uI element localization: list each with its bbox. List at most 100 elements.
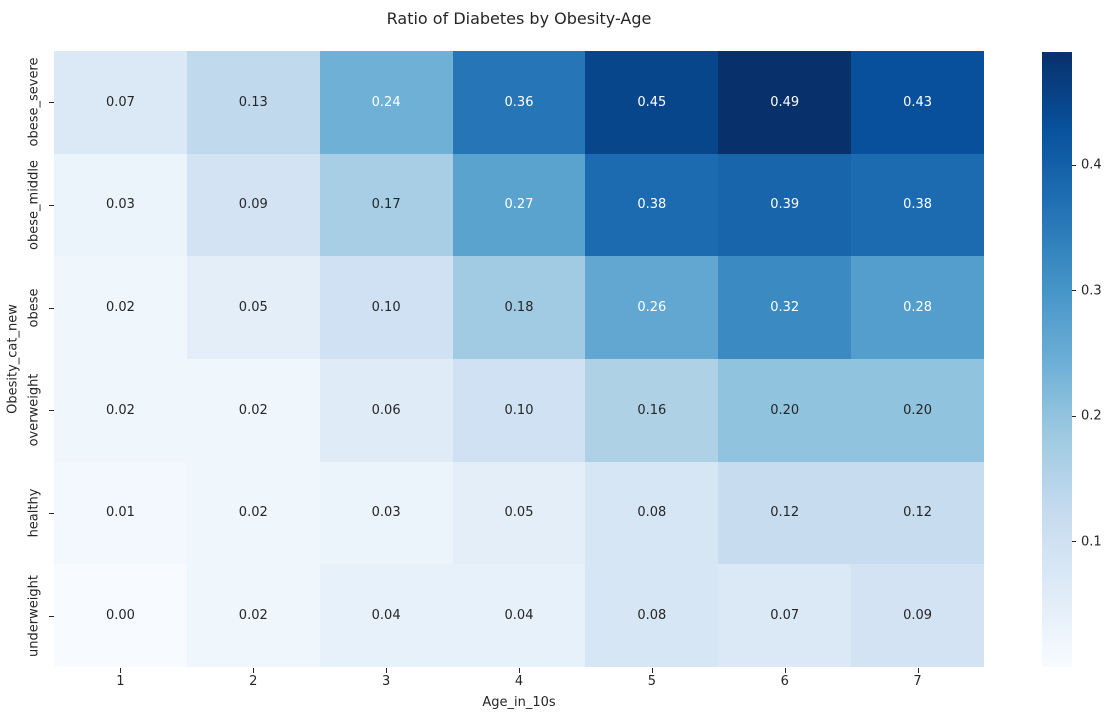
heatmap-cell: 0.00: [54, 564, 187, 667]
heatmap-cell: 0.26: [585, 256, 719, 359]
x-tick-label: 6: [780, 674, 789, 689]
x-tick-mark: [253, 668, 255, 673]
x-tick-label: 2: [249, 674, 258, 689]
heatmap-cell: 0.01: [54, 461, 187, 565]
heatmap-cell: 0.13: [186, 51, 320, 154]
cell-value: 0.08: [637, 505, 667, 521]
cell-value: 0.38: [637, 197, 667, 213]
x-tick-label: 1: [116, 674, 125, 689]
cell-value: 0.12: [770, 505, 800, 521]
x-tick-label: 4: [514, 674, 524, 689]
colorbar-tick-mark: [1072, 415, 1076, 417]
cell-value: 0.07: [105, 94, 135, 110]
heatmap-cell: 0.05: [186, 256, 320, 359]
cell-value: 0.03: [371, 505, 401, 521]
heatmap-cell: 0.20: [851, 358, 984, 462]
y-axis-label: Obesity_cat_new: [5, 304, 21, 414]
cell-value: 0.02: [105, 300, 135, 316]
heatmap-cell: 0.38: [585, 153, 719, 257]
heatmap-cell: 0.02: [54, 358, 187, 462]
cell-value: 0.09: [903, 608, 933, 624]
heatmap-cell: 0.03: [54, 153, 187, 257]
x-tick-mark: [784, 668, 786, 673]
cell-value: 0.02: [105, 402, 135, 418]
cell-value: 0.17: [371, 197, 401, 213]
heatmap-cell: 0.04: [452, 564, 586, 667]
x-tick-label: 5: [647, 674, 656, 689]
colorbar-tick-label: 0.4: [1081, 157, 1102, 173]
heatmap-cell: 0.05: [452, 461, 586, 565]
cell-value: 0.06: [371, 402, 401, 418]
y-tick-mark: [49, 513, 54, 514]
x-tick-mark: [917, 668, 919, 673]
x-tick-mark: [120, 668, 122, 673]
cell-value: 0.03: [105, 197, 135, 213]
heatmap-cell: 0.20: [718, 358, 852, 462]
heatmap-cell: 0.02: [186, 564, 320, 667]
cell-value: 0.02: [238, 505, 268, 521]
heatmap-cell: 0.17: [319, 153, 453, 257]
y-tick-label: obese_middle: [26, 160, 42, 250]
heatmap-cell: 0.45: [585, 51, 719, 154]
cell-value: 0.16: [637, 402, 667, 418]
cell-value: 0.18: [504, 300, 534, 316]
colorbar-tick-label: 0.3: [1081, 283, 1102, 299]
heatmap-cell: 0.39: [718, 153, 852, 257]
cell-value: 0.13: [238, 94, 268, 110]
cell-value: 0.05: [504, 505, 534, 521]
heatmap-cell: 0.18: [452, 256, 586, 359]
heatmap-cell: 0.12: [718, 461, 852, 565]
y-tick-label: obese_severe: [26, 57, 42, 147]
y-tick-mark: [49, 205, 54, 206]
y-tick-label: obese: [26, 288, 42, 328]
x-tick-mark: [386, 668, 388, 673]
heatmap-cell: 0.08: [585, 461, 719, 565]
heatmap-cell: 0.10: [452, 358, 586, 462]
heatmap-cell: 0.16: [585, 358, 719, 462]
cell-value: 0.49: [770, 94, 800, 110]
y-tick-mark: [49, 307, 54, 309]
y-tick-mark: [49, 102, 54, 104]
heatmap-cell: 0.02: [54, 256, 187, 359]
colorbar-gradient: [1042, 52, 1072, 667]
x-axis-label: Age_in_10s: [482, 695, 556, 710]
heatmap-cell: 0.12: [851, 461, 984, 565]
cell-value: 0.10: [504, 402, 534, 418]
chart-title: Ratio of Diabetes by Obesity-Age: [386, 9, 652, 28]
colorbar-tick-label: 0.2: [1081, 408, 1102, 424]
cell-value: 0.26: [637, 300, 667, 316]
cell-value: 0.08: [637, 608, 667, 624]
heatmap-cell: 0.03: [319, 461, 453, 565]
cell-value: 0.01: [105, 505, 135, 521]
heatmap-cell: 0.49: [718, 51, 852, 154]
colorbar-tick-label: 0.1: [1081, 534, 1102, 550]
cell-value: 0.45: [637, 94, 667, 110]
heatmap-grid: 0.07 0.13 0.24 0.36 0.45 0.49 0.43 0.03 0.09 0.17…: [54, 51, 984, 667]
cell-value: 0.09: [238, 197, 268, 213]
cell-value: 0.10: [371, 300, 401, 316]
cell-value: 0.04: [371, 608, 401, 624]
cell-value: 0.27: [504, 197, 534, 213]
cell-value: 0.02: [238, 608, 268, 624]
x-tick-mark: [519, 668, 520, 673]
heatmap-cell: 0.07: [54, 51, 187, 154]
cell-value: 0.32: [770, 300, 800, 316]
heatmap-cell: 0.38: [851, 153, 984, 257]
heatmap-cell: 0.09: [186, 153, 320, 257]
cell-value: 0.39: [770, 197, 800, 213]
y-tick-label: overweight: [26, 373, 42, 447]
cell-value: 0.12: [903, 505, 933, 521]
heatmap-cell: 0.04: [319, 564, 453, 667]
colorbar-tick-mark: [1072, 164, 1076, 166]
cell-value: 0.20: [770, 402, 800, 418]
x-tick-mark: [651, 668, 653, 673]
heatmap-cell: 0.43: [851, 51, 984, 154]
heatmap-cell: 0.27: [452, 153, 586, 257]
heatmap-cell: 0.07: [718, 564, 852, 667]
cell-value: 0.38: [903, 197, 933, 213]
heatmap-cell: 0.28: [851, 256, 984, 359]
x-tick-label: 3: [382, 674, 391, 689]
heatmap-cell: 0.24: [319, 51, 453, 154]
heatmap-cell: 0.09: [851, 564, 984, 667]
